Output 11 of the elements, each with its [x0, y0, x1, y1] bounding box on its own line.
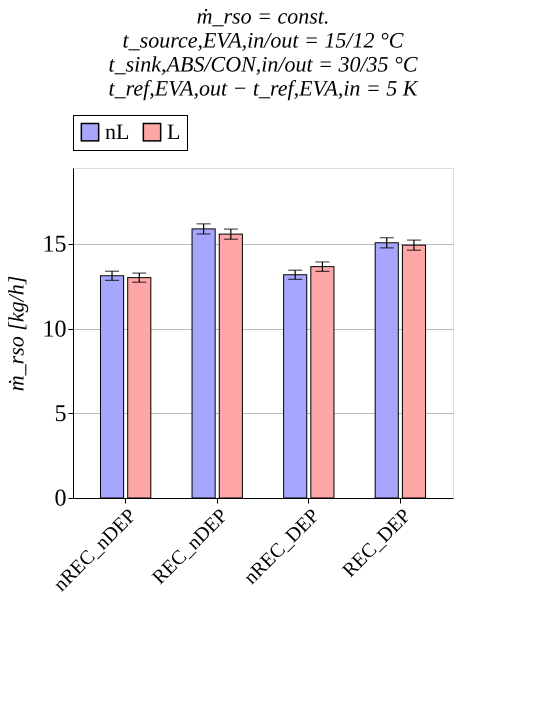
y-axis-title: ṁ_rso [kg/h] — [4, 276, 28, 392]
text: t_source,EVA,in/out = 15/12 °C — [122, 28, 404, 52]
text: ṁ_rso = const. — [196, 4, 330, 28]
y-tick-label: 0 — [54, 486, 66, 512]
legend-label: L — [167, 119, 180, 144]
y-tick-label: 10 — [42, 316, 66, 342]
y-tick-label: 15 — [42, 232, 66, 258]
legend-label: nL — [105, 119, 130, 144]
text: t_ref,EVA,out − t_ref,EVA,in = 5 K — [108, 76, 418, 100]
y-tick-label: 5 — [54, 400, 66, 427]
text: t_sink,ABS/CON,in/out = 30/35 °C — [108, 52, 418, 76]
